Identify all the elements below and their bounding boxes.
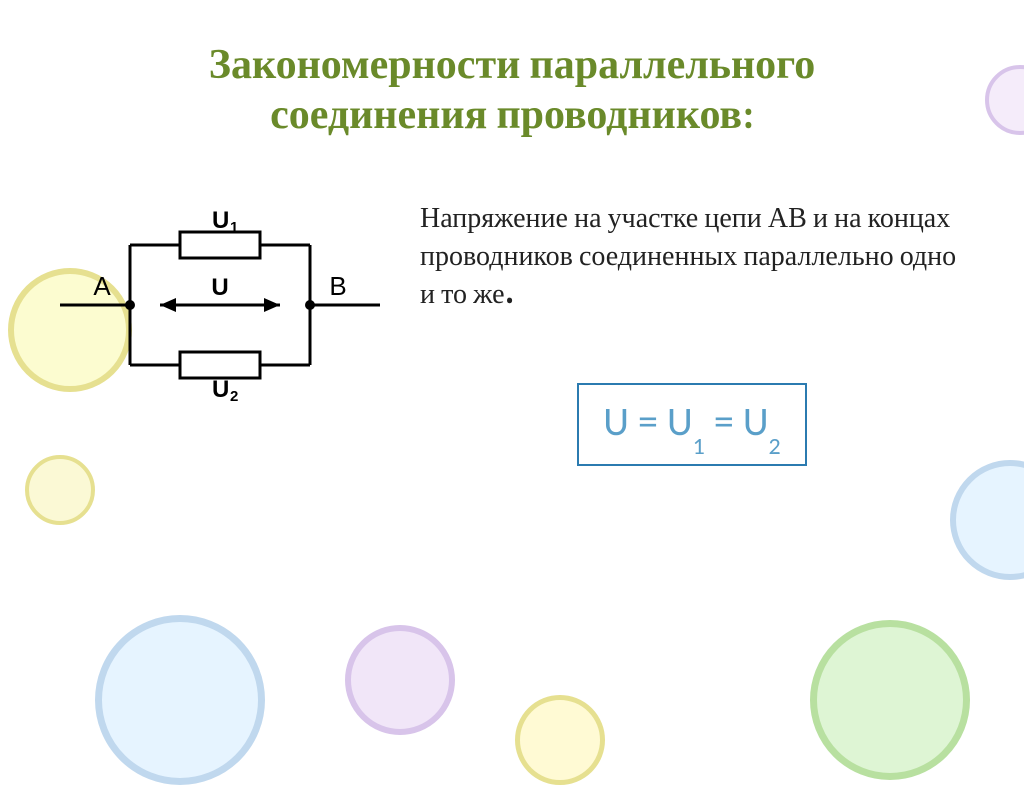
- title-line-2: соединения проводников:: [270, 90, 754, 139]
- body-text: Напряжение на участке цепи АВ и на конца…: [420, 202, 956, 310]
- formula-box: U = U1 = U2: [577, 383, 806, 465]
- formula-wrap: U = U1 = U2: [420, 343, 964, 465]
- formula-eq1: =: [638, 397, 658, 446]
- formula-U1: U: [667, 397, 693, 446]
- formula-eq2: =: [714, 397, 734, 446]
- content-row: АВU1UU2 Напряжение на участке цепи АВ и …: [60, 200, 964, 466]
- svg-text:В: В: [329, 271, 346, 301]
- decor-circle: [515, 695, 605, 785]
- svg-text:2: 2: [230, 388, 238, 405]
- page-title: Закономерности параллельного соединения …: [0, 40, 1024, 141]
- decor-circle: [95, 615, 265, 785]
- svg-text:U: U: [212, 207, 229, 234]
- body-paragraph: Напряжение на участке цепи АВ и на конца…: [420, 200, 964, 313]
- circuit-diagram: АВU1UU2: [60, 200, 380, 466]
- circuit-svg: АВU1UU2: [60, 200, 380, 410]
- decor-circle: [810, 620, 970, 780]
- formula-s2: 2: [769, 432, 781, 461]
- svg-text:1: 1: [230, 219, 238, 236]
- svg-text:А: А: [93, 271, 111, 301]
- body-text-col: Напряжение на участке цепи АВ и на конца…: [420, 200, 964, 466]
- svg-text:U: U: [212, 376, 229, 403]
- title-line-1: Закономерности параллельного: [209, 40, 815, 89]
- body-dot: .: [505, 260, 515, 315]
- svg-text:U: U: [211, 274, 228, 301]
- formula-s1: 1: [693, 432, 705, 461]
- formula-U2: U: [743, 397, 769, 446]
- decor-circle: [950, 460, 1024, 580]
- formula-U: U: [603, 397, 629, 446]
- decor-circle: [345, 625, 455, 735]
